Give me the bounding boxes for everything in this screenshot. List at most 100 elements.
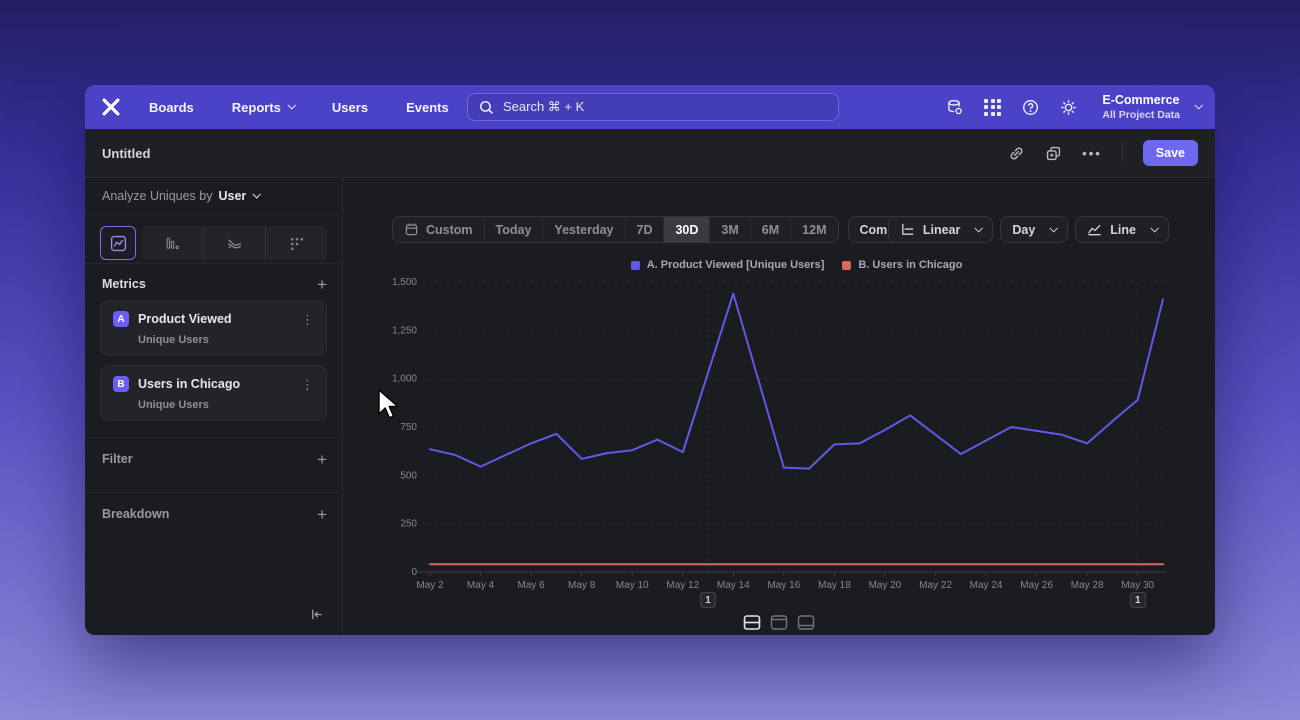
range-label: 12M	[802, 222, 827, 237]
nav-link-boards[interactable]: Boards	[149, 100, 194, 115]
collapse-left-icon	[312, 609, 322, 620]
view-toggle-table[interactable]	[797, 615, 815, 630]
metric-subtitle[interactable]: Unique Users	[138, 334, 209, 346]
view-toggle-split[interactable]	[743, 615, 761, 630]
svg-text:250: 250	[400, 519, 417, 530]
svg-text:May 4: May 4	[467, 580, 495, 591]
settings-gear-icon[interactable]	[1060, 99, 1077, 116]
metrics-header: Metrics +	[102, 274, 327, 294]
nav-link-events[interactable]: Events	[406, 100, 449, 115]
interval-dropdown[interactable]: Day	[1000, 216, 1069, 243]
chart-type-line-selected[interactable]	[100, 226, 136, 260]
range-6m[interactable]: 6M	[749, 217, 790, 242]
metric-badge: A	[113, 311, 129, 327]
line-chart-canvas[interactable]: 0 250 500 750 1,000 1,250 1,500 May 2 May 4 May 6…	[343, 178, 1215, 635]
help-icon[interactable]	[1022, 99, 1039, 116]
calendar-icon	[405, 223, 418, 236]
range-12m[interactable]: 12M	[790, 217, 837, 242]
view-toggle-chart[interactable]	[770, 615, 788, 630]
link-icon[interactable]	[1008, 145, 1025, 162]
doc-header: Untitled ••• Save	[85, 129, 1215, 178]
breakdown-section: Breakdown +	[102, 504, 327, 524]
metric-card-b[interactable]: B Users in Chicago ⋮ Unique Users	[100, 365, 327, 421]
range-custom[interactable]: Custom	[393, 217, 484, 242]
svg-text:May 28: May 28	[1071, 580, 1104, 591]
range-30d-selected[interactable]: 30D	[663, 217, 710, 242]
nav-link-users[interactable]: Users	[332, 100, 368, 115]
add-filter-button[interactable]: +	[317, 449, 327, 469]
scatter-chart-icon	[290, 237, 304, 250]
chart-type-strip	[142, 226, 327, 260]
scale-dropdown[interactable]: Linear	[887, 216, 994, 243]
nav-link-reports[interactable]: Reports	[232, 100, 296, 115]
range-today[interactable]: Today	[483, 217, 543, 242]
range-label: Today	[495, 222, 532, 237]
range-label: 6M	[761, 222, 780, 237]
range-yesterday[interactable]: Yesterday	[542, 217, 624, 242]
annotation-badge[interactable]: 1	[700, 592, 717, 608]
duplicate-icon[interactable]	[1045, 145, 1062, 162]
nav-link-label: Events	[406, 99, 449, 115]
annotation-badge[interactable]: 1	[1129, 592, 1146, 608]
line-chart-icon	[110, 235, 126, 251]
nav-link-label: Boards	[149, 99, 194, 115]
chart-type-flow[interactable]	[203, 226, 265, 260]
doc-actions: ••• Save	[1008, 140, 1198, 166]
nav-right-group: E-Commerce All Project Data	[946, 85, 1203, 129]
svg-text:May 16: May 16	[767, 580, 800, 591]
apps-grid-icon[interactable]	[984, 98, 1002, 116]
chart-legend: A. Product Viewed [Unique Users] B. User…	[430, 259, 1163, 271]
chevron-down-icon	[287, 101, 296, 110]
search-placeholder: Search ⌘ + K	[503, 99, 585, 114]
project-name: E-Commerce	[1102, 93, 1180, 108]
svg-text:1,250: 1,250	[392, 325, 417, 336]
chart-panel: Custom Today Yesterday 7D 30D 3M 6M 12M …	[343, 178, 1215, 635]
legend-item-b[interactable]: B. Users in Chicago	[842, 259, 962, 271]
metric-menu-icon[interactable]: ⋮	[301, 376, 314, 392]
svg-text:500: 500	[400, 470, 417, 481]
range-7d[interactable]: 7D	[624, 217, 664, 242]
chart-options-toolbar: Linear Day Line	[887, 216, 1169, 243]
linear-axis-icon	[902, 223, 914, 235]
metric-subtitle[interactable]: Unique Users	[138, 399, 209, 411]
svg-text:May 6: May 6	[517, 580, 545, 591]
legend-item-a[interactable]: A. Product Viewed [Unique Users]	[630, 259, 825, 271]
legend-label: A. Product Viewed [Unique Users]	[646, 259, 825, 271]
range-3m[interactable]: 3M	[709, 217, 749, 242]
svg-text:May 10: May 10	[616, 580, 649, 591]
bar-chart-icon	[166, 237, 180, 249]
svg-text:May 26: May 26	[1020, 580, 1053, 591]
data-management-icon[interactable]	[946, 99, 963, 116]
filter-section: Filter +	[102, 449, 327, 469]
chart-style-dropdown[interactable]: Line	[1075, 216, 1169, 243]
svg-text:0: 0	[411, 567, 417, 578]
svg-text:May 14: May 14	[717, 580, 750, 591]
metric-menu-icon[interactable]: ⋮	[301, 311, 314, 327]
project-subtitle: All Project Data	[1102, 108, 1180, 121]
legend-label: B. Users in Chicago	[858, 259, 963, 271]
analyze-row: Analyze Uniques by User	[85, 178, 342, 215]
divider	[85, 263, 342, 264]
brand-x-logo-icon[interactable]	[101, 96, 123, 118]
more-options-icon[interactable]: •••	[1082, 145, 1102, 161]
svg-text:May 18: May 18	[818, 580, 851, 591]
project-switcher[interactable]: E-Commerce All Project Data	[1102, 93, 1203, 121]
app-window: Boards Reports Users Events Search ⌘ + K…	[85, 85, 1215, 635]
analyze-entity-dropdown[interactable]: User	[218, 189, 262, 203]
save-button[interactable]: Save	[1142, 140, 1198, 166]
search-icon	[479, 100, 494, 114]
nav-link-label: Users	[331, 99, 369, 115]
chart-type-switcher	[100, 226, 327, 260]
add-breakdown-button[interactable]: +	[317, 504, 327, 524]
range-label: 3M	[721, 222, 739, 237]
report-title[interactable]: Untitled	[102, 145, 151, 161]
svg-text:May 30: May 30	[1121, 580, 1154, 591]
metric-card-a[interactable]: A Product Viewed ⋮ Unique Users	[100, 300, 327, 356]
add-metric-button[interactable]: +	[317, 274, 327, 294]
chart-type-bar[interactable]	[142, 226, 203, 260]
collapse-sidebar-button[interactable]	[309, 607, 324, 627]
chart-type-scatter[interactable]	[265, 226, 327, 260]
divider	[85, 492, 342, 493]
search-input[interactable]: Search ⌘ + K	[467, 93, 839, 121]
view-toggles	[743, 615, 815, 630]
